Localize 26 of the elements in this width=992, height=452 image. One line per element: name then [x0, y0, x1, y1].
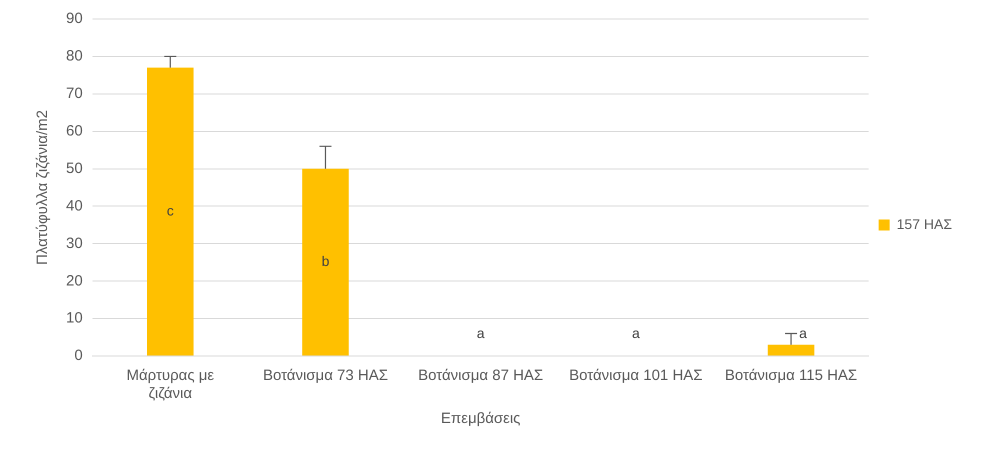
y-tick-label: 60	[66, 122, 83, 140]
bar	[302, 168, 349, 356]
x-tick-label: Βοτάνισμα 101 ΗΑΣ	[569, 367, 703, 384]
x-axis-title: Επεμβάσεις	[440, 410, 520, 428]
y-tick-label: 20	[66, 272, 83, 290]
annotation: b	[322, 253, 330, 270]
y-tick-label: 90	[66, 10, 83, 28]
annotation: a	[632, 324, 640, 341]
annotation: a	[476, 324, 485, 341]
bar	[768, 344, 814, 356]
x-tick-label: Βοτάνισμα 73 ΗΑΣ	[262, 367, 388, 384]
legend-label: 157 ΗΑΣ	[896, 216, 952, 232]
y-tick-label: 50	[66, 160, 83, 177]
y-tick-label: 30	[66, 234, 83, 252]
y-axis-title: Πλατύφυλλα ζιζάνια/m2	[34, 110, 52, 265]
annotation: a	[799, 324, 808, 341]
x-tick-label: Βοτάνισμα 115 ΗΑΣ	[724, 367, 858, 384]
bar	[147, 68, 194, 356]
x-tick-label: Βοτάνισμα 87 ΗΑΣ	[418, 367, 544, 384]
y-tick-label: 0	[74, 347, 83, 364]
x-tick-label: Μάρτυρας με ζιζάνια	[126, 367, 214, 402]
annotation: c	[166, 202, 174, 219]
y-tick-label: 70	[66, 85, 83, 102]
y-tick-label: 80	[66, 48, 83, 65]
y-tick-label: 40	[66, 197, 83, 214]
y-tick-label: 10	[66, 310, 83, 327]
